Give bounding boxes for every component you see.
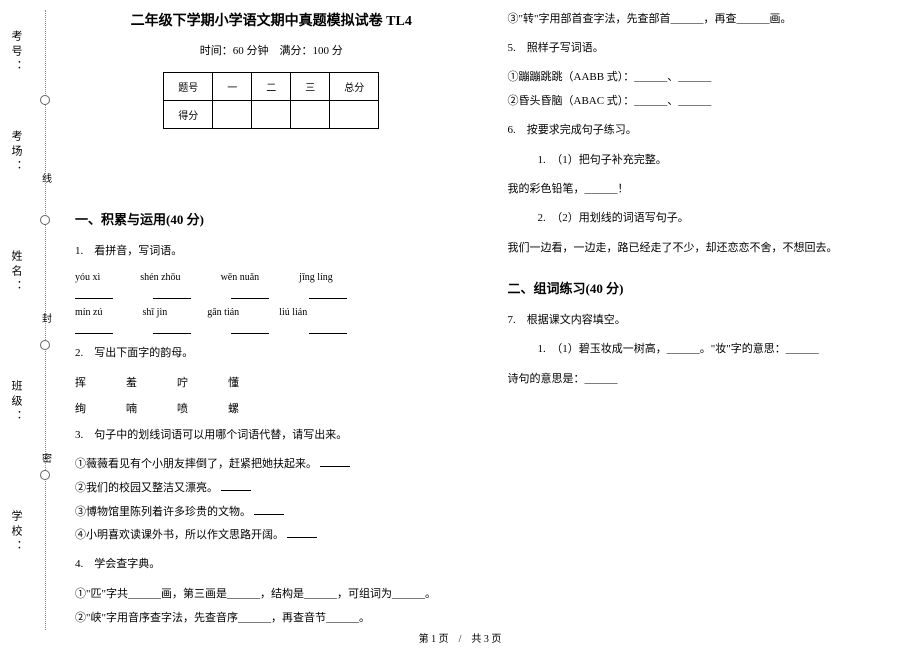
answer-blank — [231, 322, 269, 334]
section-1-title: 一、积累与运用(40 分) — [75, 209, 468, 228]
q4-line: ②"峡"字用音序查字法，先查音序______，再查音节______。 — [75, 609, 468, 628]
table-row: 题号 一 二 三 总分 — [164, 73, 379, 101]
pinyin: yóu xì — [75, 272, 100, 283]
answer-blank — [75, 287, 113, 299]
binding-label-school: 学校： — [8, 510, 24, 555]
td — [330, 101, 379, 129]
char: 螺 — [228, 400, 239, 416]
answer-blank — [153, 322, 191, 334]
binding-circle — [40, 215, 50, 225]
q3-item: ④小明喜欢读课外书，所以作文思路开阔。 — [75, 526, 468, 545]
binding-label-room: 考场： — [8, 130, 24, 175]
binding-label-class: 班级： — [8, 380, 24, 425]
char: 挥 — [75, 374, 86, 390]
char-row: 挥 羞 咛 懂 — [75, 374, 468, 390]
answer-blank — [254, 503, 284, 515]
q5-stem: 5. 照样子写词语。 — [508, 39, 901, 59]
td — [252, 101, 291, 129]
pinyin: gān tián — [207, 307, 239, 318]
char-row: 绚 喃 喷 螺 — [75, 400, 468, 416]
char: 喷 — [177, 400, 188, 416]
blank-row — [75, 287, 468, 299]
q6-sub1: 1. （1）把句子补充完整。 — [508, 151, 901, 171]
q7-sub1: 1. （1）碧玉妆成一树高，______。"妆"字的意思：______ — [508, 340, 901, 360]
answer-blank — [320, 455, 350, 467]
char: 绚 — [75, 400, 86, 416]
answer-blank — [309, 322, 347, 334]
q3-item: ①薇薇看见有个小朋友摔倒了，赶紧把她扶起来。 — [75, 455, 468, 474]
th: 二 — [252, 73, 291, 101]
q3-stem: 3. 句子中的划线词语可以用哪个词语代替，请写出来。 — [75, 426, 468, 446]
q7-line: 诗句的意思是：______ — [508, 370, 901, 389]
answer-blank — [309, 287, 347, 299]
binding-circle — [40, 340, 50, 350]
q1-stem: 1. 看拼音，写词语。 — [75, 242, 468, 262]
th: 一 — [213, 73, 252, 101]
pinyin: liú lián — [279, 307, 307, 318]
table-row: 得分 — [164, 101, 379, 129]
binding-margin: 考号： 线 考场： 姓名： 封 班级： 密 学校： — [0, 0, 60, 650]
binding-label-examno: 考号： — [8, 30, 24, 75]
q4-line: ③"转"字用部首查字法，先查部首______，再查______画。 — [508, 10, 901, 29]
binding-marker-line: 线 — [42, 170, 52, 185]
answer-blank — [231, 287, 269, 299]
q3-item: ②我们的校园又整洁又漂亮。 — [75, 479, 468, 498]
pinyin: wēn nuǎn — [221, 272, 260, 283]
q6-line1: 我的彩色铅笔，______！ — [508, 180, 901, 199]
char: 咛 — [177, 374, 188, 390]
binding-label-name: 姓名： — [8, 250, 24, 295]
binding-circle — [40, 95, 50, 105]
binding-marker-seal: 封 — [42, 310, 52, 325]
td: 得分 — [164, 101, 213, 129]
exam-title: 二年级下学期小学语文期中真题模拟试卷 TL4 — [75, 10, 468, 30]
pinyin: shī jìn — [143, 307, 168, 318]
char: 喃 — [126, 400, 137, 416]
answer-blank — [75, 322, 113, 334]
q6-stem: 6. 按要求完成句子练习。 — [508, 121, 901, 141]
q4-stem: 4. 学会查字典。 — [75, 555, 468, 575]
page-content: 二年级下学期小学语文期中真题模拟试卷 TL4 时间：60 分钟 满分：100 分… — [75, 10, 900, 630]
binding-marker-secret: 密 — [42, 450, 52, 465]
time-score: 时间：60 分钟 满分：100 分 — [75, 42, 468, 58]
pinyin: jīng líng — [299, 272, 333, 283]
blank-row — [75, 322, 468, 334]
char: 懂 — [228, 374, 239, 390]
td — [291, 101, 330, 129]
pinyin-row: yóu xì shén zhōu wēn nuǎn jīng líng — [75, 272, 468, 283]
score-table: 题号 一 二 三 总分 得分 — [163, 72, 379, 129]
char: 羞 — [126, 374, 137, 390]
answer-blank — [221, 479, 251, 491]
binding-circle — [40, 470, 50, 480]
pinyin: shén zhōu — [140, 272, 180, 283]
q2-stem: 2. 写出下面字的韵母。 — [75, 344, 468, 364]
q4-line: ①"匹"字共______画，第三画是______，结构是______，可组词为_… — [75, 585, 468, 604]
q5-line: ①蹦蹦跳跳（AABB 式）：______、______ — [508, 68, 901, 87]
th: 题号 — [164, 73, 213, 101]
q6-line2: 我们一边看，一边走，路已经走了不少，却还恋恋不舍，不想回去。 — [508, 239, 901, 258]
answer-blank — [153, 287, 191, 299]
th: 三 — [291, 73, 330, 101]
answer-blank — [287, 526, 317, 538]
pinyin: mín zú — [75, 307, 103, 318]
page-footer: 第 1 页 / 共 3 页 — [0, 630, 920, 645]
q7-stem: 7. 根据课文内容填空。 — [508, 311, 901, 331]
q6-sub2: 2. （2）用划线的词语写句子。 — [508, 209, 901, 229]
td — [213, 101, 252, 129]
th: 总分 — [330, 73, 379, 101]
section-2-title: 二、组词练习(40 分) — [508, 278, 901, 297]
q3-item: ③博物馆里陈列着许多珍贵的文物。 — [75, 503, 468, 522]
q5-line: ②昏头昏脑（ABAC 式）：______、______ — [508, 92, 901, 111]
pinyin-row: mín zú shī jìn gān tián liú lián — [75, 307, 468, 318]
